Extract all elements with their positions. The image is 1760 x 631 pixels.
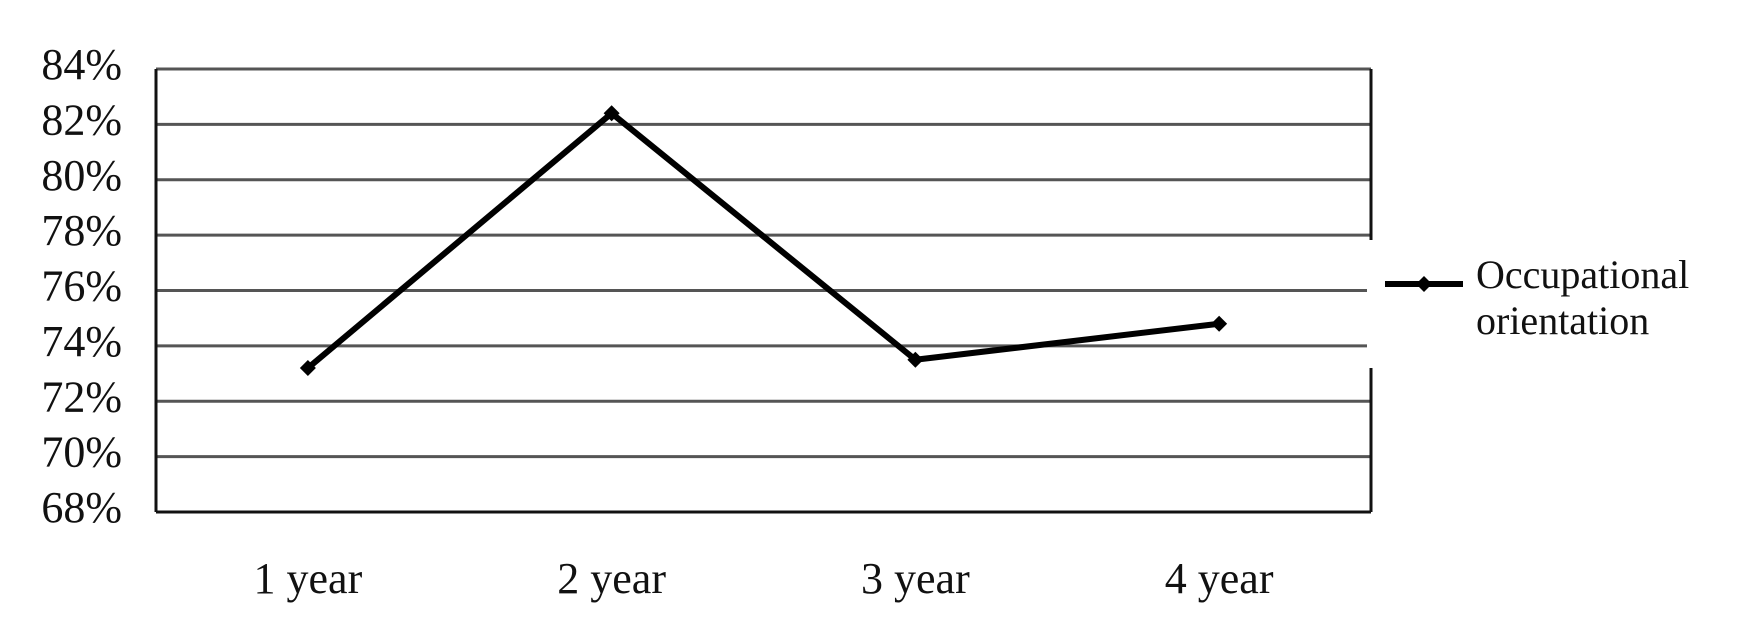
y-tick-label: 84% [41,40,122,89]
y-tick-label: 78% [41,206,122,255]
line [305,109,1220,371]
x-tick-label: 1 year [254,554,363,603]
y-tick-label: 68% [41,483,122,532]
y-tick-label: 70% [41,428,122,477]
y-tick-label: 76% [41,262,122,311]
y-tick-label: 82% [41,95,122,144]
y-tick-label: 80% [41,151,122,200]
x-tick-label: 2 year [557,554,666,603]
x-tick-label: 4 year [1165,554,1274,603]
y-tick-label: 72% [41,372,122,421]
legend-box [1367,240,1457,368]
y-tick-label: 74% [41,317,122,366]
marker [603,105,620,122]
marker [1211,315,1228,332]
marker [299,360,316,377]
x-tick-label: 3 year [861,554,970,603]
marker [907,351,924,368]
legend-marker [1416,276,1432,292]
legend-label: Occupational orientation [1476,252,1690,343]
